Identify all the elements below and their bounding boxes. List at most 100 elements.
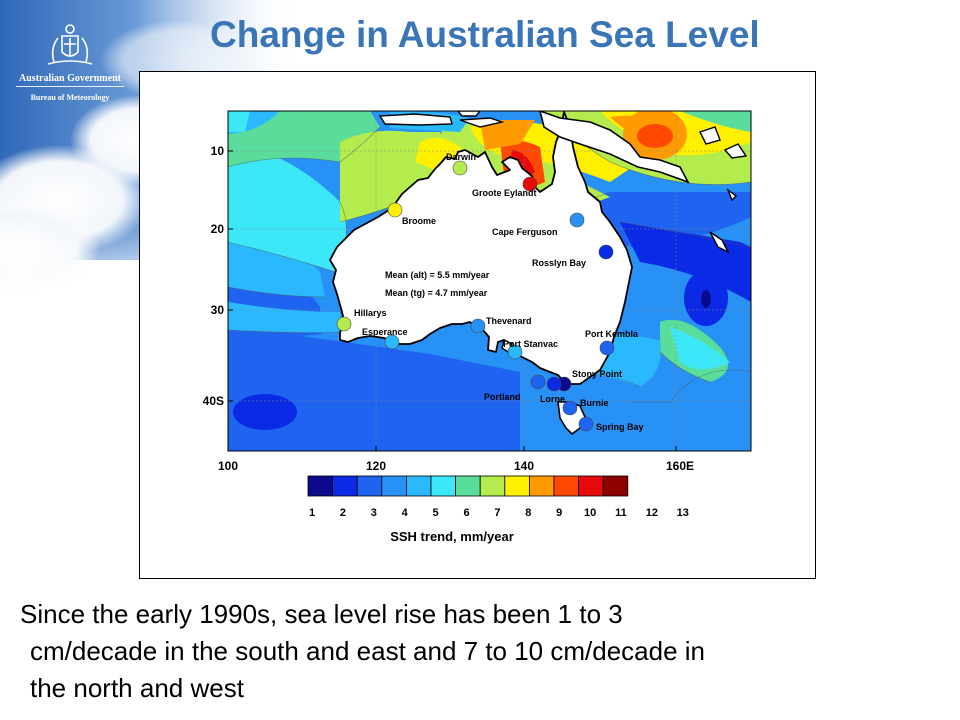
bom-logo: Australian Government Bureau of Meteorol… (8, 22, 132, 102)
station-label: Stony Point (572, 369, 622, 379)
ocean-field (228, 111, 250, 132)
islands-land (723, 143, 748, 159)
colorbar-tick: 3 (371, 507, 377, 519)
coat-of-arms-icon (47, 24, 93, 65)
colorbar-tick: 13 (677, 507, 689, 519)
ocean-field (228, 142, 347, 272)
logo-divider (16, 86, 124, 87)
station-label: Burnie (580, 398, 609, 408)
colorbar-cell (356, 475, 383, 497)
station-marker (507, 344, 523, 360)
station-label: Port Kembla (585, 329, 639, 339)
colorbar-cell (553, 475, 580, 497)
lat-label: 10 (211, 144, 225, 158)
colorbar-tick: 7 (494, 507, 500, 519)
colorbar-tick: 6 (463, 507, 469, 519)
colorbar-tick: 4 (402, 507, 409, 519)
station-marker (546, 376, 562, 392)
tick-marks (227, 150, 677, 451)
station-marker (599, 340, 615, 356)
ocean-field (680, 111, 751, 132)
station-marker (562, 400, 578, 416)
colorbar-cell (381, 475, 407, 497)
station-label: Portland (484, 392, 521, 402)
lon-label: 120 (366, 459, 386, 473)
colorbar-tick: 10 (584, 507, 596, 519)
colorbar-cell (332, 475, 358, 497)
colorbar-tick: 8 (525, 507, 531, 519)
colorbar-cell (578, 475, 604, 497)
caption-line2: cm/decade in the south and east and 7 to… (30, 636, 706, 666)
caption-line1: Since the early 1990s, sea level rise ha… (20, 599, 623, 629)
station-label: Spring Bay (596, 422, 644, 432)
station-marker (569, 212, 585, 228)
station-label: Port Stanvac (503, 339, 558, 349)
colorbar-tick: 5 (433, 507, 439, 519)
colorbar-cell (455, 475, 481, 497)
station-label: Thevenard (486, 316, 532, 326)
colorbar-tick: 9 (556, 507, 562, 519)
lat-label: 40S (203, 394, 224, 408)
station-marker (598, 244, 614, 260)
colorbar-cell (504, 475, 530, 497)
tide-gauge-stations: Darwin Groote Eylandt Broome Cape Ferguson R… (336, 152, 644, 432)
ocean-field (637, 124, 673, 148)
lat-label: 30 (211, 303, 225, 317)
ocean-field (228, 302, 340, 333)
colorbar-cell (430, 475, 457, 497)
islands-land (699, 126, 721, 145)
colorbar-tick: 11 (615, 507, 627, 519)
islands-land (378, 113, 453, 126)
australia-land (329, 111, 633, 385)
station-marker (452, 160, 468, 176)
station-marker (336, 316, 352, 332)
map-border (227, 110, 752, 452)
mean-tg-text: Mean (tg) = 4.7 mm/year (385, 288, 488, 298)
colorbar-cell (528, 475, 555, 497)
station-marker (387, 202, 403, 218)
station-marker (530, 374, 546, 390)
logo-line2: Bureau of Meteorology (30, 93, 110, 102)
ocean-field (620, 242, 751, 451)
caption: Since the early 1990s, sea level rise ha… (20, 596, 950, 707)
colorbar-cell (307, 475, 334, 497)
lon-label: 160E (666, 459, 694, 473)
islands-land (726, 187, 738, 202)
mean-alt-text: Mean (alt) = 5.5 mm/year (385, 270, 490, 280)
colorbar-tick: 12 (646, 507, 658, 519)
lon-label: 140 (514, 459, 534, 473)
colorbar-tick: 1 (309, 507, 315, 519)
station-marker (470, 318, 486, 334)
ocean-field (233, 394, 297, 430)
islands-land (457, 111, 481, 117)
sea-level-trend-map: 100 120 140 160E 10 20 30 40S Mean (alt)… (203, 110, 752, 544)
station-label: Rosslyn Bay (532, 258, 586, 268)
ocean-field (670, 327, 730, 370)
figure-frame: 100 120 140 160E 10 20 30 40S Mean (alt)… (139, 71, 816, 579)
caption-line3: the north and west (30, 673, 244, 703)
colorbar-label: SSH trend, mm/year (390, 529, 514, 544)
logo-line1: Australian Government (19, 73, 121, 84)
islands-land (709, 231, 730, 254)
colorbar-cell (405, 475, 432, 497)
station-label: Darwin (446, 152, 476, 162)
colorbar-cell (602, 475, 629, 497)
station-label: Broome (402, 216, 436, 226)
colorbar-cell (479, 475, 506, 497)
ocean-field (350, 113, 375, 132)
colorbar: 1 2 3 4 5 6 7 8 9 10 11 12 13 (307, 475, 689, 519)
station-marker (384, 334, 400, 350)
page-title: Change in Australian Sea Level (210, 14, 760, 55)
islands-land (459, 117, 505, 128)
station-label: Esperance (362, 327, 408, 337)
ocean-field (701, 290, 711, 308)
station-marker (578, 416, 594, 432)
ocean-field (228, 322, 520, 451)
station-label: Cape Ferguson (492, 227, 558, 237)
station-label: Groote Eylandt (472, 188, 537, 198)
station-label: Hillarys (354, 308, 387, 318)
colorbar-tick: 2 (340, 507, 346, 519)
ocean-field (480, 120, 535, 150)
new-guinea-land (539, 111, 690, 184)
station-marker (522, 176, 538, 192)
